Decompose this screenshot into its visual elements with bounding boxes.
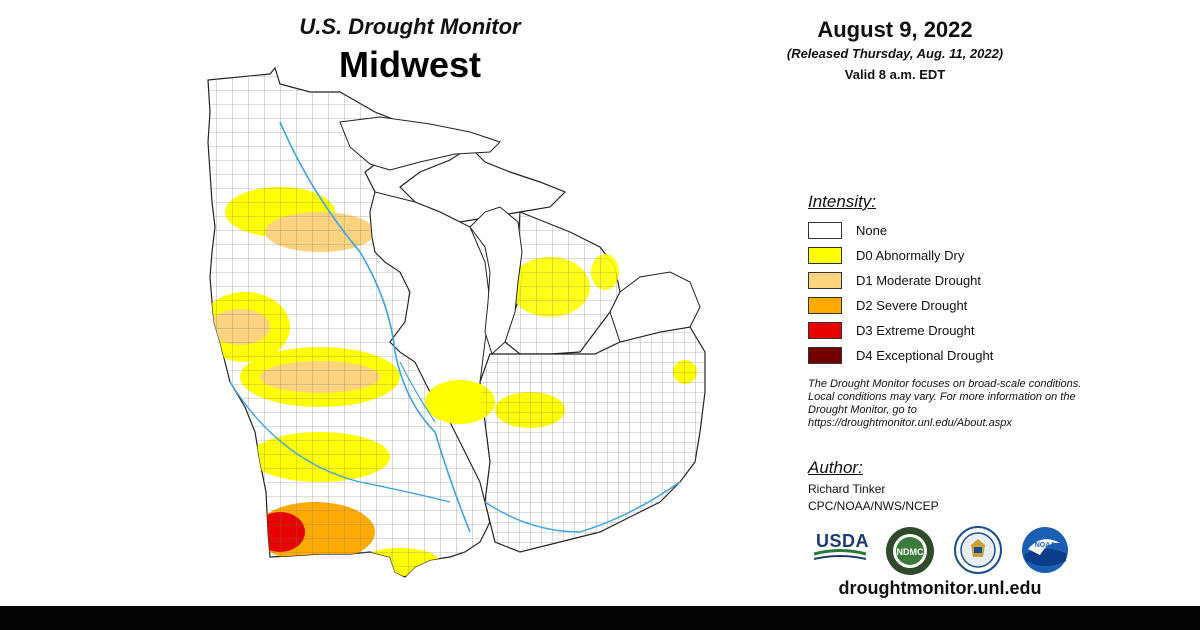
disclaimer-note: The Drought Monitor focuses on broad-sca… [808, 378, 1082, 429]
valid-time: Valid 8 a.m. EDT [844, 67, 946, 82]
legend-label: None [856, 223, 888, 238]
legend-swatch [808, 347, 842, 364]
region-title: Midwest [338, 44, 481, 85]
legend-label: D2 Severe Drought [856, 298, 968, 313]
legend-item-d0: D0 Abnormally Dry [808, 243, 993, 268]
author-name: Richard Tinker [808, 482, 886, 496]
lake-michigan [469, 206, 523, 355]
commerce-seal-logo[interactable] [953, 525, 1003, 580]
legend-swatch [808, 297, 842, 314]
ohio-river [484, 481, 681, 533]
usda-logo-text: USDA [816, 531, 868, 551]
release-date: (Released Thursday, Aug. 11, 2022) [786, 46, 1004, 61]
bottom-bar [0, 606, 1200, 630]
usda-logo[interactable]: USDA [812, 527, 869, 570]
author-org: CPC/NOAA/NWS/NCEP [808, 499, 939, 513]
lake-superior [339, 116, 501, 171]
legend-item-none: None [808, 218, 993, 243]
legend-title: Intensity: [808, 192, 877, 211]
legend-item-d1: D1 Moderate Drought [808, 268, 993, 293]
legend-item-d3: D3 Extreme Drought [808, 318, 993, 343]
legend-swatch [808, 222, 842, 239]
legend-item-d4: D4 Exceptional Drought [808, 343, 993, 368]
author-title: Author: [808, 458, 863, 477]
illinois-river [399, 361, 436, 423]
ndmc-logo[interactable]: NDMC [884, 525, 936, 582]
legend: None D0 Abnormally Dry D1 Moderate Droug… [808, 218, 993, 368]
lake-ontario-shore [609, 271, 701, 343]
drought-map [207, 66, 706, 578]
legend-label: D4 Exceptional Drought [856, 348, 994, 363]
map-date: August 9, 2022 [817, 17, 973, 42]
legend-swatch [808, 322, 842, 339]
mississippi-river [279, 121, 471, 533]
legend-label: D0 Abnormally Dry [856, 248, 965, 263]
legend-item-d2: D2 Severe Drought [808, 293, 993, 318]
legend-swatch [808, 247, 842, 264]
noaa-logo-text: NOAA [1035, 542, 1056, 549]
website-link[interactable]: droughtmonitor.unl.edu [838, 578, 1042, 598]
drought-monitor-page: U.S. Drought Monitor Midwest August 9, 2… [207, 14, 1082, 598]
legend-swatch [808, 272, 842, 289]
legend-label: D3 Extreme Drought [856, 323, 975, 338]
map-title: U.S. Drought Monitor [299, 14, 521, 39]
legend-label: D1 Moderate Drought [856, 273, 982, 288]
missouri-river [229, 381, 451, 503]
ndmc-logo-text: NDMC [897, 547, 924, 557]
noaa-logo[interactable]: NOAA [1020, 525, 1070, 580]
land-wi-il [369, 191, 491, 523]
